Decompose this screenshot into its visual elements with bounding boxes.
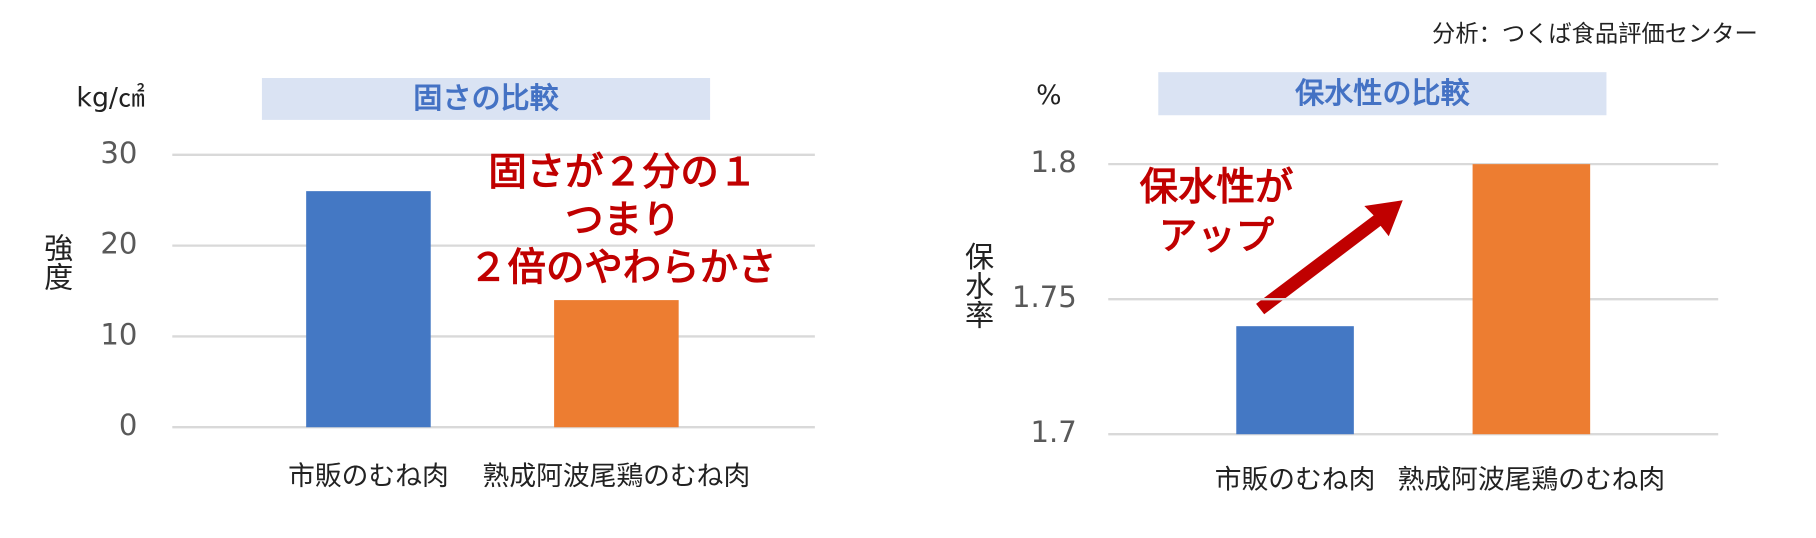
x-tick-label: 市販のむね肉 [1215,464,1376,495]
annotation: 固さが２分の１ [488,150,757,195]
y-tick-label: 1.7 [1031,415,1077,449]
y-tick-label: 1.75 [1012,280,1077,314]
unit-label: kg/㎠ [76,82,145,113]
bar [1236,326,1354,435]
y-tick-label: 0 [119,408,138,442]
bar [1472,164,1591,435]
y-tick-label: 10 [100,317,137,351]
canvas: 分析：つくば食品評価センター 固さの比較kg/㎠強度0102030市販のむね肉熟… [40,20,1758,495]
x-tick-label: 熟成阿波尾鶏のむね肉 [1398,464,1666,495]
annotation: ２倍のやわらかさ [469,246,776,291]
title-box [261,77,711,120]
x-tick-label: 熟成阿波尾鶏のむね肉 [483,461,751,492]
y-tick-label: 30 [100,136,137,170]
source: 分析：つくば食品評価センター [1432,20,1758,47]
y-tick-label: 20 [100,227,137,261]
bar [554,300,679,428]
x-tick-label: 市販のむね肉 [288,461,449,492]
arrow [1256,200,1403,315]
bar [306,191,431,428]
unit-label: % [1036,80,1061,111]
y-axis-label: 保水率 [961,241,995,329]
annotation: 保水性が [1140,165,1294,210]
chart-title: 固さの比較 [413,81,559,115]
chart-title: 保水性の比較 [1294,76,1470,110]
annotation: アップ [1159,214,1275,259]
y-tick-label: 1.8 [1031,145,1077,179]
title-box [1158,72,1607,116]
annotation: つまり [565,198,680,243]
y-axis-label: 強度 [40,232,74,291]
